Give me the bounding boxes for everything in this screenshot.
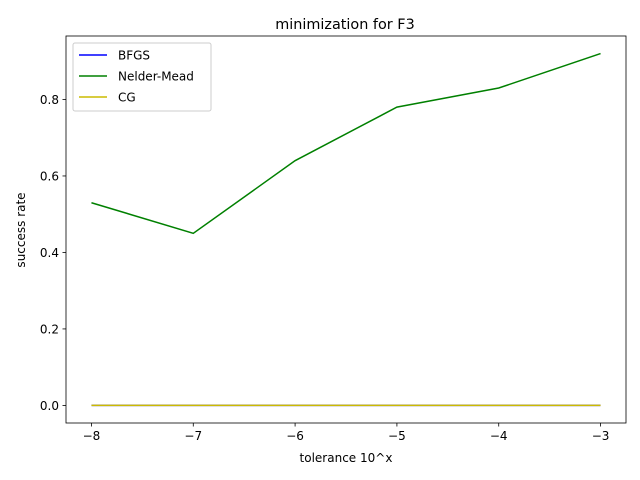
- x-tick-label: −8: [83, 429, 101, 443]
- y-tick-label: 0.8: [40, 93, 59, 107]
- x-tick-label: −4: [490, 429, 508, 443]
- legend-box: [72, 42, 212, 112]
- x-tick-label: −5: [388, 429, 406, 443]
- legend: BFGS Nelder-Mead CG: [72, 42, 212, 112]
- series-line-nelder-mead: [91, 52, 601, 235]
- x-tick-label: −3: [592, 429, 610, 443]
- legend-label-cg: CG: [118, 91, 136, 105]
- y-tick-label: 0.4: [40, 246, 59, 260]
- y-axis-label: success rate: [14, 192, 28, 267]
- y-tick-label: 0.0: [40, 399, 59, 413]
- y-tick-label: 0.2: [40, 322, 59, 336]
- axes: −8 −7 −6 −5 −4 −3 0.0 0.2 0.4 0.6 0.8: [40, 35, 627, 443]
- x-tick-label: −7: [184, 429, 202, 443]
- plot-frame: [65, 35, 627, 424]
- plot-area: [91, 52, 601, 407]
- legend-label-bfgs: BFGS: [118, 49, 150, 63]
- y-tick-label: 0.6: [40, 169, 59, 183]
- chart-title: minimization for F3: [275, 17, 414, 33]
- x-axis-label: tolerance 10^x: [300, 451, 393, 465]
- x-tick-label: −6: [286, 429, 304, 443]
- legend-label-nelder-mead: Nelder-Mead: [118, 70, 194, 84]
